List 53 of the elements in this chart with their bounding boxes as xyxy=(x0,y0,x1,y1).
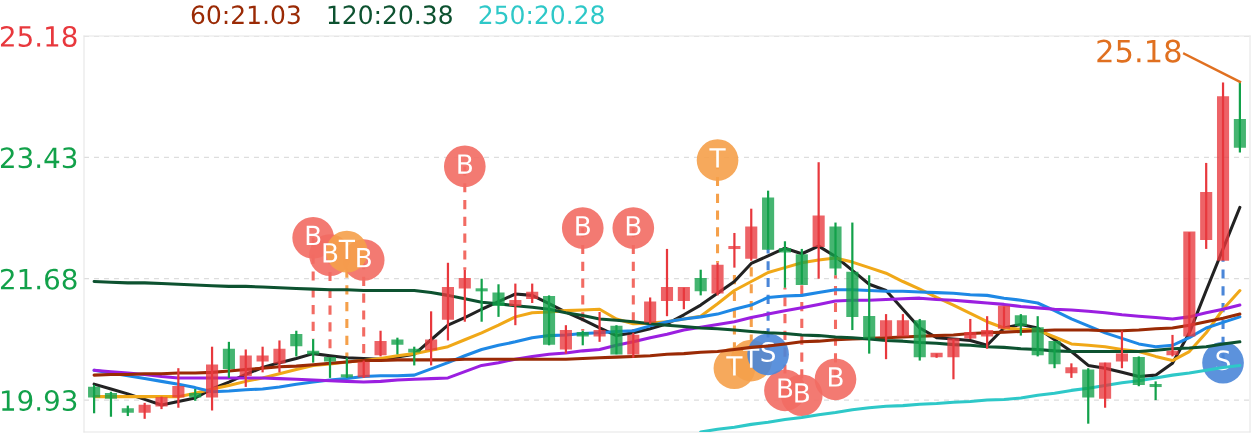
candlestick xyxy=(660,247,674,318)
candlestick xyxy=(475,277,488,323)
text: B xyxy=(357,248,371,268)
candlestick xyxy=(492,283,505,318)
candlestick xyxy=(593,310,606,343)
y-tick-label: 21.68 xyxy=(0,268,77,290)
candlestick xyxy=(273,339,286,374)
candlestick xyxy=(290,329,303,358)
series-label: B xyxy=(306,225,321,246)
text: B xyxy=(323,243,338,263)
y-tick-label: 19.93 xyxy=(1,390,77,412)
candlestick xyxy=(1166,333,1179,358)
candlestick xyxy=(863,274,876,355)
candlestick xyxy=(559,324,572,355)
text: T xyxy=(338,239,355,259)
text: B xyxy=(795,383,809,403)
candlestick xyxy=(323,356,337,380)
text: T xyxy=(709,148,726,168)
candlestick xyxy=(1048,340,1061,370)
candlestick xyxy=(627,331,640,359)
text: B xyxy=(576,216,590,236)
annotation: 25.18 xyxy=(1097,39,1181,63)
text: B xyxy=(458,154,472,174)
text: T xyxy=(726,356,743,376)
candlestick xyxy=(425,310,438,367)
y-tick-label: 25.18 xyxy=(0,25,77,47)
candlestick xyxy=(239,348,252,389)
candlestick xyxy=(222,340,235,380)
candlestick xyxy=(509,282,522,327)
text: B xyxy=(829,367,843,387)
text: 120:20.38 xyxy=(328,5,452,25)
candlestick xyxy=(104,390,118,418)
y-tick-label: 23.43 xyxy=(0,147,77,169)
candlestick xyxy=(896,312,909,337)
candlestick xyxy=(694,268,707,297)
text: B xyxy=(626,216,641,236)
candlestick xyxy=(1115,329,1129,370)
candlestick xyxy=(981,315,994,350)
candlestick xyxy=(997,305,1011,330)
candlestick xyxy=(1014,312,1027,337)
candlestick xyxy=(172,367,185,409)
candlestick xyxy=(947,337,960,381)
text: B xyxy=(778,378,793,398)
candlestick xyxy=(340,356,353,380)
candlestick xyxy=(88,383,101,415)
text: 60:21.03 xyxy=(191,5,300,25)
candlestick xyxy=(374,329,387,358)
candlestick xyxy=(879,312,893,361)
candlestick xyxy=(677,286,690,311)
candlestick xyxy=(526,282,539,305)
candlestick xyxy=(1149,380,1162,402)
candlestick xyxy=(644,296,657,325)
text: 250:20.28 xyxy=(479,5,604,25)
